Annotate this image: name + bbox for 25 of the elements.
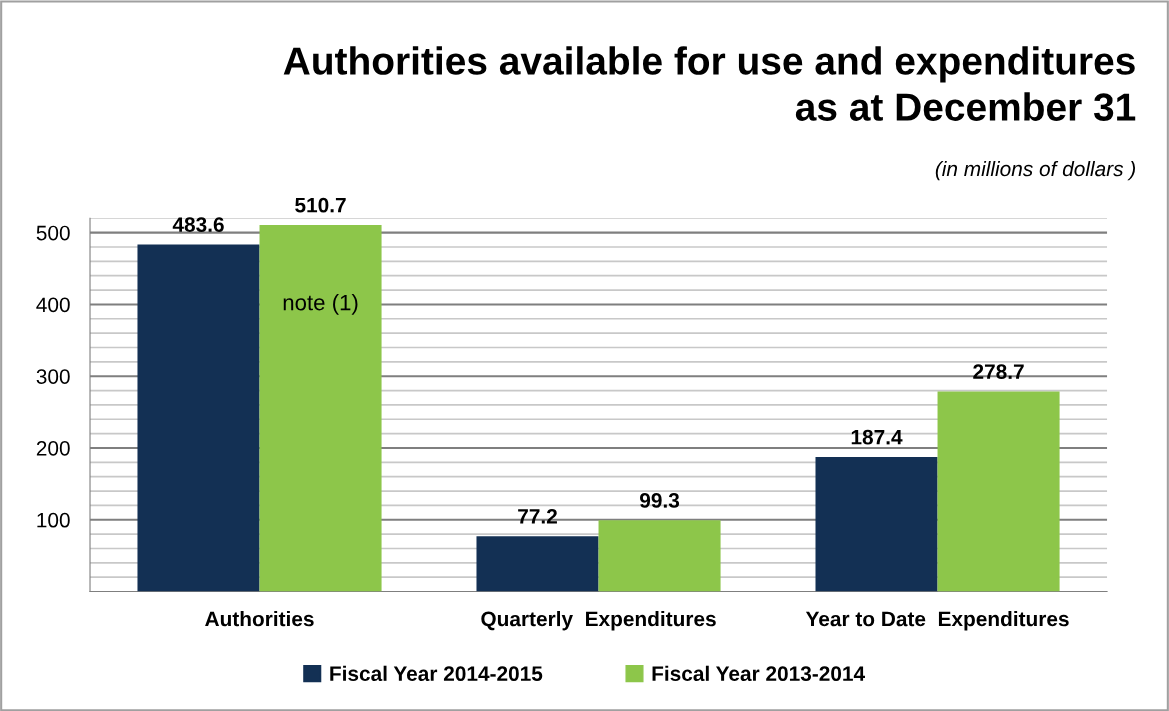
chart-title: Authorities available for use and expenditures as at December 31 <box>283 46 1136 121</box>
legend-label: Fiscal Year 2013-2014 <box>652 665 865 682</box>
x-tick-label: Quarterly Expenditures <box>481 611 716 631</box>
y-tick-label: 100 <box>37 512 70 528</box>
data-label: 187.4 <box>851 429 903 445</box>
y-tick-label: 300 <box>36 369 70 384</box>
bar <box>937 391 1060 592</box>
bar <box>137 244 260 592</box>
bar <box>259 224 382 592</box>
data-label: 483.6 <box>172 217 224 232</box>
y-tick-label: 500 <box>36 225 70 241</box>
bar <box>476 536 599 592</box>
x-tick-label: Year to Date Expenditures <box>805 611 1069 631</box>
bar <box>815 457 938 592</box>
annotation: note (1) <box>283 294 358 315</box>
data-label: 278.7 <box>973 364 1024 380</box>
x-tick-label: Authorities <box>205 611 314 627</box>
chart-subtitle: (in millions of dollars ) <box>935 160 1136 181</box>
y-tick-label: 200 <box>36 440 70 456</box>
bar <box>598 520 721 592</box>
data-label: 99.3 <box>640 493 680 508</box>
y-tick-label: 400 <box>36 297 70 313</box>
data-label: 77.2 <box>518 508 557 524</box>
legend-label: Fiscal Year 2014-2015 <box>330 665 543 682</box>
data-label: 510.7 <box>295 197 346 213</box>
